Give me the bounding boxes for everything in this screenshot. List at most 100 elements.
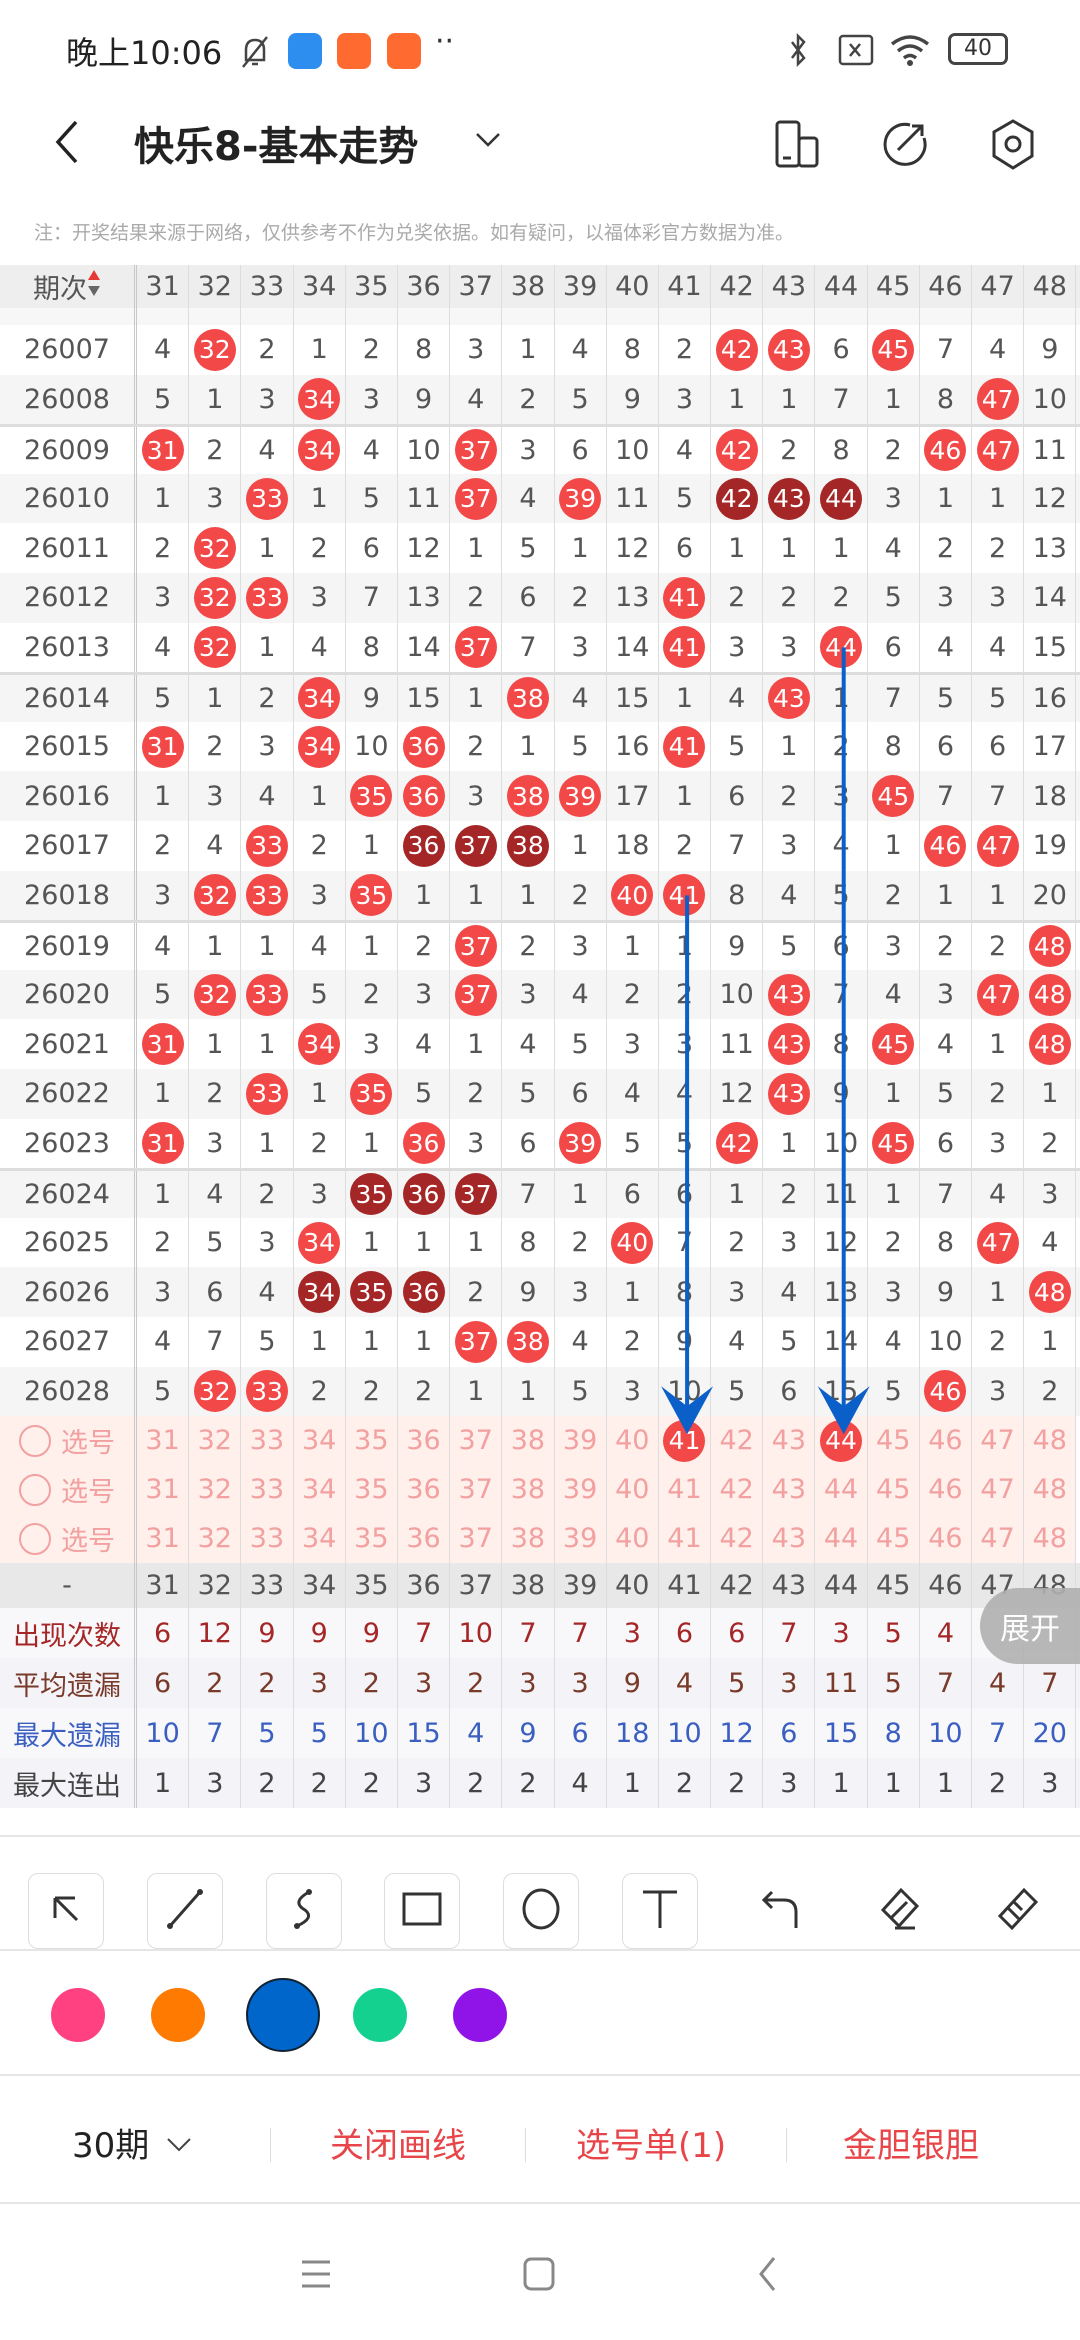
app-header: 快乐8-基本走势 xyxy=(0,100,1080,190)
curve-tool-button[interactable] xyxy=(266,1873,342,1949)
select-number[interactable]: 32 xyxy=(189,1416,242,1466)
select-number[interactable]: 32 xyxy=(189,1514,242,1564)
line-tool-button[interactable] xyxy=(147,1873,223,1949)
select-number[interactable]: 46 xyxy=(919,1514,972,1564)
cell: 4 xyxy=(137,325,190,375)
select-number[interactable]: 43 xyxy=(763,1514,816,1564)
select-number[interactable]: 44 xyxy=(815,1416,868,1466)
back-icon[interactable] xyxy=(52,118,82,166)
gold-silver-button[interactable]: 金胆银胆 xyxy=(843,2126,979,2166)
select-number[interactable]: 33 xyxy=(241,1465,294,1515)
radio-circle-icon[interactable] xyxy=(19,1522,51,1555)
selected-ball[interactable]: 44 xyxy=(820,1419,863,1462)
select-number[interactable]: 42 xyxy=(711,1465,764,1515)
radio-circle-icon[interactable] xyxy=(19,1424,51,1457)
cell: 4 xyxy=(502,473,555,524)
select-number[interactable]: 42 xyxy=(711,1514,764,1564)
select-number[interactable]: 31 xyxy=(137,1465,190,1515)
select-number[interactable]: 45 xyxy=(867,1416,920,1466)
menu-icon[interactable] xyxy=(300,2258,332,2290)
color-swatch[interactable] xyxy=(246,1978,320,2052)
select-label[interactable]: 选号 xyxy=(0,1465,137,1515)
select-number[interactable]: 37 xyxy=(450,1416,503,1466)
select-number[interactable]: 47 xyxy=(972,1465,1025,1515)
select-number[interactable]: 41 xyxy=(658,1465,712,1515)
circle-tool-button[interactable] xyxy=(503,1873,579,1949)
select-number[interactable]: 40 xyxy=(606,1465,659,1515)
chevron-down-icon[interactable] xyxy=(474,130,502,150)
select-number[interactable]: 43 xyxy=(763,1465,816,1515)
text-tool-button[interactable] xyxy=(622,1873,698,1949)
period-select[interactable]: 30期 xyxy=(72,2126,150,2166)
select-number[interactable]: 35 xyxy=(345,1514,398,1564)
select-number[interactable]: 45 xyxy=(867,1465,920,1515)
radio-circle-icon[interactable] xyxy=(19,1473,51,1506)
select-number[interactable]: 40 xyxy=(606,1514,659,1564)
select-number[interactable]: 31 xyxy=(137,1416,190,1466)
select-number[interactable]: 37 xyxy=(450,1514,503,1564)
share-icon[interactable] xyxy=(880,120,930,170)
select-number[interactable]: 35 xyxy=(345,1465,398,1515)
back-icon[interactable] xyxy=(756,2256,778,2292)
select-number[interactable]: 31 xyxy=(137,1514,190,1564)
stats-value: 6 xyxy=(659,1608,712,1659)
select-number[interactable]: 46 xyxy=(919,1416,972,1466)
home-icon[interactable] xyxy=(522,2256,556,2292)
select-number[interactable]: 33 xyxy=(241,1416,294,1466)
select-number[interactable]: 34 xyxy=(293,1514,346,1564)
selection-list-button[interactable]: 选号单(1) xyxy=(576,2126,727,2166)
select-number[interactable]: 37 xyxy=(450,1465,503,1515)
select-number[interactable]: 47 xyxy=(972,1416,1025,1466)
selected-ball[interactable]: 41 xyxy=(663,1419,706,1462)
color-swatch[interactable] xyxy=(353,1988,407,2042)
select-number[interactable]: 44 xyxy=(815,1514,868,1564)
rectangle-tool-button[interactable] xyxy=(384,1873,460,1949)
select-number[interactable]: 39 xyxy=(554,1514,607,1564)
select-label[interactable]: 选号 xyxy=(0,1416,137,1466)
select-number[interactable]: 38 xyxy=(502,1416,555,1466)
sort-icon[interactable] xyxy=(87,268,101,305)
select-number[interactable]: 38 xyxy=(502,1514,555,1564)
clear-brush-button[interactable] xyxy=(979,1873,1055,1949)
select-number[interactable]: 48 xyxy=(1024,1416,1077,1466)
select-number[interactable]: 46 xyxy=(919,1465,972,1515)
select-number[interactable]: 36 xyxy=(397,1465,451,1515)
select-number[interactable]: 41 xyxy=(658,1416,712,1466)
select-number[interactable]: 34 xyxy=(293,1465,346,1515)
select-number[interactable]: 42 xyxy=(711,1416,764,1466)
select-number[interactable]: 48 xyxy=(1024,1465,1077,1515)
cell: 3 xyxy=(137,870,190,921)
select-label[interactable]: 选号 xyxy=(0,1514,137,1564)
close-lines-button[interactable]: 关闭画线 xyxy=(330,2126,466,2166)
select-number[interactable]: 36 xyxy=(397,1416,451,1466)
select-number[interactable]: 39 xyxy=(554,1465,607,1515)
hit-ball: 38 xyxy=(506,775,549,818)
select-number[interactable]: 35 xyxy=(345,1416,398,1466)
expand-button[interactable]: 展开 xyxy=(980,1588,1080,1664)
select-number[interactable]: 44 xyxy=(815,1465,868,1515)
select-number[interactable]: 34 xyxy=(293,1416,346,1466)
screen-rotate-icon[interactable] xyxy=(774,120,822,170)
select-number[interactable]: 48 xyxy=(1024,1514,1077,1564)
select-number[interactable]: 47 xyxy=(972,1514,1025,1564)
select-number[interactable]: 39 xyxy=(554,1416,607,1466)
settings-icon[interactable] xyxy=(990,118,1036,172)
select-number[interactable]: 38 xyxy=(502,1465,555,1515)
period-header[interactable]: 期次 xyxy=(0,265,137,308)
select-number[interactable]: 36 xyxy=(397,1514,451,1564)
color-swatch[interactable] xyxy=(151,1988,205,2042)
select-number[interactable]: 43 xyxy=(763,1416,816,1466)
select-number[interactable]: 40 xyxy=(606,1416,659,1466)
color-swatch[interactable] xyxy=(453,1988,507,2042)
select-number[interactable]: 45 xyxy=(867,1514,920,1564)
page-title[interactable]: 快乐8-基本走势 xyxy=(134,124,419,170)
select-number[interactable]: 32 xyxy=(189,1465,242,1515)
arrow-tool-button[interactable] xyxy=(28,1873,104,1949)
cell: 2 xyxy=(1024,1118,1077,1169)
chevron-down-icon[interactable] xyxy=(166,2136,192,2154)
undo-button[interactable] xyxy=(741,1873,817,1949)
color-swatch[interactable] xyxy=(51,1988,105,2042)
eraser-button[interactable] xyxy=(860,1873,936,1949)
select-number[interactable]: 33 xyxy=(241,1514,294,1564)
select-number[interactable]: 41 xyxy=(658,1514,712,1564)
